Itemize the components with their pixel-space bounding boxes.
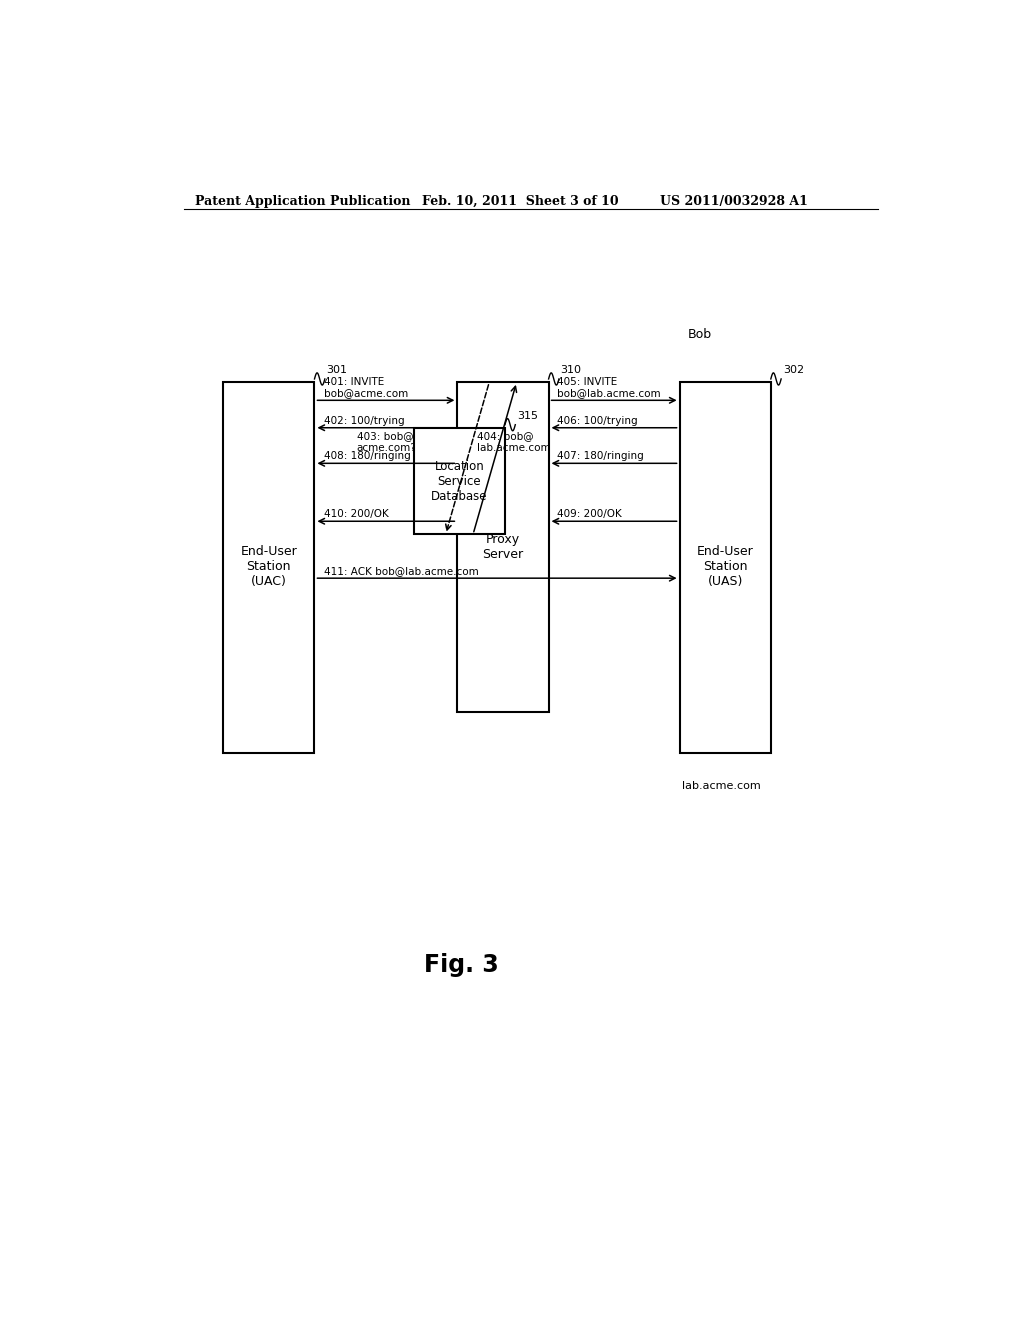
Text: Feb. 10, 2011  Sheet 3 of 10: Feb. 10, 2011 Sheet 3 of 10 (422, 195, 618, 209)
Text: 405: INVITE
bob@lab.acme.com: 405: INVITE bob@lab.acme.com (557, 376, 660, 399)
Text: 401: INVITE
bob@acme.com: 401: INVITE bob@acme.com (324, 376, 409, 399)
Text: Bob: Bob (687, 329, 712, 342)
Text: 404: bob@
lab.acme.com: 404: bob@ lab.acme.com (477, 432, 551, 453)
Text: 315: 315 (517, 411, 538, 421)
Bar (680, 381, 771, 752)
Text: 406: 100/trying: 406: 100/trying (557, 416, 637, 426)
Text: 407: 180/ringing: 407: 180/ringing (557, 451, 643, 461)
Text: 408: 180/ringing: 408: 180/ringing (324, 451, 411, 461)
Bar (223, 381, 314, 752)
Text: 402: 100/trying: 402: 100/trying (324, 416, 404, 426)
Text: 310: 310 (560, 364, 582, 375)
Text: 411: ACK bob@lab.acme.com: 411: ACK bob@lab.acme.com (324, 566, 479, 576)
Text: End-User
Station
(UAC): End-User Station (UAC) (241, 545, 297, 589)
Bar (458, 381, 549, 713)
Text: lab.acme.com: lab.acme.com (682, 781, 761, 792)
Text: 409: 200/OK: 409: 200/OK (557, 510, 622, 519)
Text: End-User
Station
(UAS): End-User Station (UAS) (696, 545, 754, 589)
Text: Proxy
Server: Proxy Server (482, 533, 523, 561)
Text: Location
Service
Database: Location Service Database (431, 459, 487, 503)
Bar (414, 428, 505, 535)
Text: Fig. 3: Fig. 3 (424, 953, 499, 977)
Text: Patent Application Publication: Patent Application Publication (196, 195, 411, 209)
Text: 301: 301 (327, 364, 347, 375)
Text: 403: bob@
acme.com?: 403: bob@ acme.com? (356, 432, 417, 453)
Text: 302: 302 (782, 364, 804, 375)
Text: 410: 200/OK: 410: 200/OK (324, 510, 389, 519)
Text: US 2011/0032928 A1: US 2011/0032928 A1 (659, 195, 808, 209)
